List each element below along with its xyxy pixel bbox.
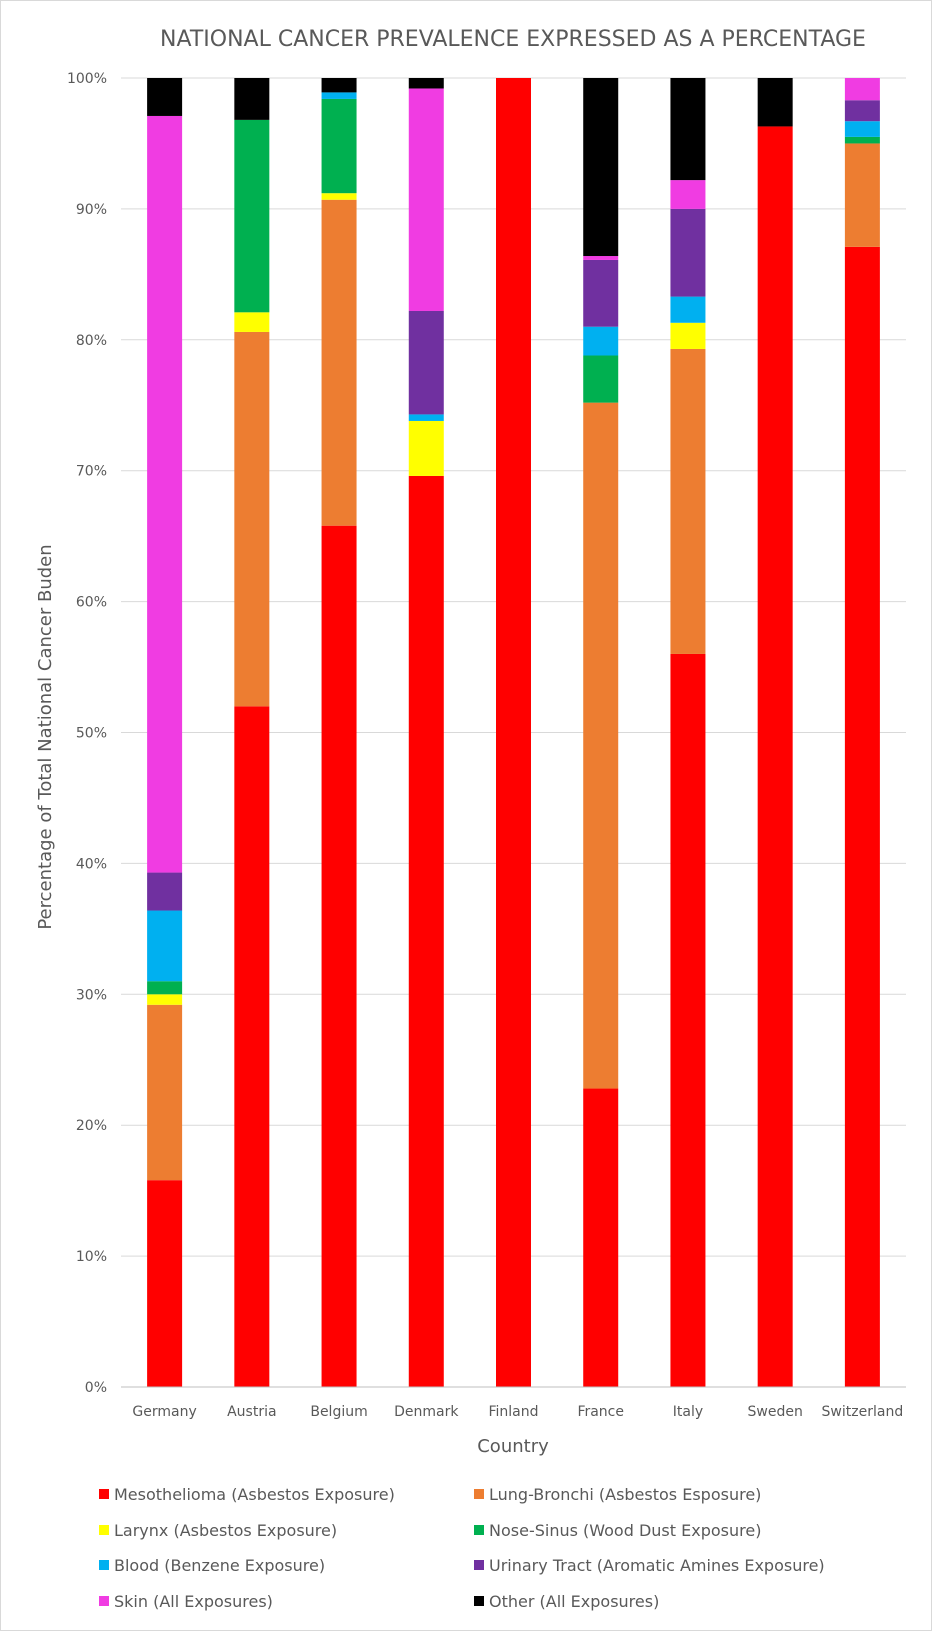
bar-segment bbox=[147, 115, 183, 873]
legend-swatch bbox=[99, 1596, 109, 1606]
y-tick-label: 40% bbox=[76, 856, 107, 872]
bar-segment bbox=[147, 1004, 183, 1181]
bar-segment bbox=[408, 88, 444, 312]
bar-segment bbox=[844, 143, 880, 247]
x-tick-label: Finland bbox=[488, 1404, 538, 1420]
bar-segment bbox=[147, 981, 183, 995]
y-tick-label: 50% bbox=[76, 726, 107, 742]
y-tick-label: 80% bbox=[76, 333, 107, 349]
bar-segment bbox=[321, 98, 357, 194]
bar-segment bbox=[234, 312, 270, 332]
legend-label: Larynx (Asbestos Exposure) bbox=[114, 1521, 337, 1540]
x-tick-label: Switzerland bbox=[822, 1404, 904, 1420]
bar-segment bbox=[234, 331, 270, 707]
bar-segment bbox=[844, 246, 880, 1388]
bar-segment bbox=[234, 78, 270, 120]
y-tick-label: 100% bbox=[67, 71, 107, 87]
legend-swatch bbox=[99, 1489, 109, 1499]
bar-segment bbox=[583, 326, 619, 356]
y-axis-ticks: 0% 10% 20% 30% 40% 50% 60% 70% 80% 90% 100% bbox=[67, 71, 107, 1396]
bar-segment bbox=[583, 355, 619, 403]
bar-segment bbox=[147, 872, 183, 911]
legend-label: Nose-Sinus (Wood Dust Exposure) bbox=[489, 1521, 761, 1540]
bar-segment bbox=[408, 311, 444, 415]
bar-segment bbox=[408, 475, 444, 1387]
y-tick-label: 20% bbox=[76, 1118, 107, 1134]
legend-swatch bbox=[99, 1560, 109, 1570]
y-tick-label: 70% bbox=[76, 464, 107, 480]
bar-segment bbox=[670, 296, 706, 323]
y-tick-label: 60% bbox=[76, 595, 107, 611]
legend: Mesothelioma (Asbestos Exposure) Lung-Bro… bbox=[99, 1485, 825, 1611]
legend-swatch bbox=[474, 1560, 484, 1570]
bar-segment bbox=[496, 78, 531, 1387]
legend-swatch bbox=[474, 1596, 484, 1606]
bar-segment bbox=[147, 910, 183, 982]
bar-segment bbox=[234, 119, 270, 313]
x-tick-label: Germany bbox=[132, 1404, 196, 1420]
y-tick-label: 30% bbox=[76, 987, 107, 1003]
bar-segment bbox=[757, 78, 793, 127]
y-tick-label: 10% bbox=[76, 1249, 107, 1265]
bar-segment bbox=[147, 1180, 183, 1387]
legend-swatch bbox=[474, 1489, 484, 1499]
bar-segment bbox=[757, 126, 793, 1388]
bar-segment bbox=[844, 136, 880, 144]
x-tick-label: Belgium bbox=[310, 1404, 367, 1420]
legend-swatch bbox=[99, 1525, 109, 1535]
bar-segment bbox=[844, 100, 880, 122]
bar-segment bbox=[321, 199, 357, 526]
legend-label: Skin (All Exposures) bbox=[114, 1592, 273, 1611]
bar-segment bbox=[670, 180, 706, 209]
bar-segment bbox=[670, 653, 706, 1387]
bar-segment bbox=[408, 78, 444, 89]
bars bbox=[147, 78, 880, 1388]
bar-segment bbox=[583, 259, 619, 327]
bar-segment bbox=[670, 322, 706, 349]
legend-label: Other (All Exposures) bbox=[489, 1592, 659, 1611]
chart-title: NATIONAL CANCER PREVALENCE EXPRESSED AS … bbox=[160, 27, 866, 52]
x-tick-label: Austria bbox=[227, 1404, 276, 1420]
x-tick-label: Sweden bbox=[748, 1404, 803, 1420]
bar-segment bbox=[147, 994, 183, 1005]
x-axis-ticks: Germany Austria Belgium Denmark Finland Franc… bbox=[132, 1404, 903, 1420]
legend-label: Mesothelioma (Asbestos Exposure) bbox=[114, 1485, 395, 1504]
bar-segment bbox=[844, 121, 880, 137]
x-axis-title: Country bbox=[477, 1436, 549, 1457]
bar-segment bbox=[844, 78, 880, 101]
x-tick-label: Denmark bbox=[394, 1404, 459, 1420]
bar-segment bbox=[670, 78, 706, 181]
bar-segment bbox=[321, 78, 357, 93]
bar-segment bbox=[408, 420, 444, 476]
bar-segment bbox=[670, 208, 706, 297]
legend-label: Lung-Bronchi (Asbestos Esposure) bbox=[489, 1485, 761, 1504]
bar-segment bbox=[321, 92, 357, 99]
bar-segment bbox=[583, 78, 619, 257]
x-tick-label: Italy bbox=[673, 1404, 703, 1420]
bar-segment bbox=[321, 525, 357, 1387]
legend-label: Blood (Benzene Exposure) bbox=[114, 1556, 325, 1575]
bar-segment bbox=[583, 402, 619, 1089]
bar-segment bbox=[408, 414, 444, 421]
x-tick-label: France bbox=[577, 1404, 624, 1420]
bar-segment bbox=[147, 78, 183, 116]
y-tick-label: 90% bbox=[76, 202, 107, 218]
bar-segment bbox=[583, 256, 619, 260]
bar-segment bbox=[670, 348, 706, 654]
y-axis-title: Percentage of Total National Cancer Bude… bbox=[35, 544, 56, 929]
y-tick-label: 0% bbox=[85, 1380, 107, 1396]
bar-segment bbox=[321, 193, 357, 200]
bar-segment bbox=[234, 706, 270, 1387]
bar-segment bbox=[583, 1088, 619, 1387]
legend-swatch bbox=[474, 1525, 484, 1535]
legend-label: Urinary Tract (Aromatic Amines Exposure) bbox=[489, 1556, 825, 1575]
